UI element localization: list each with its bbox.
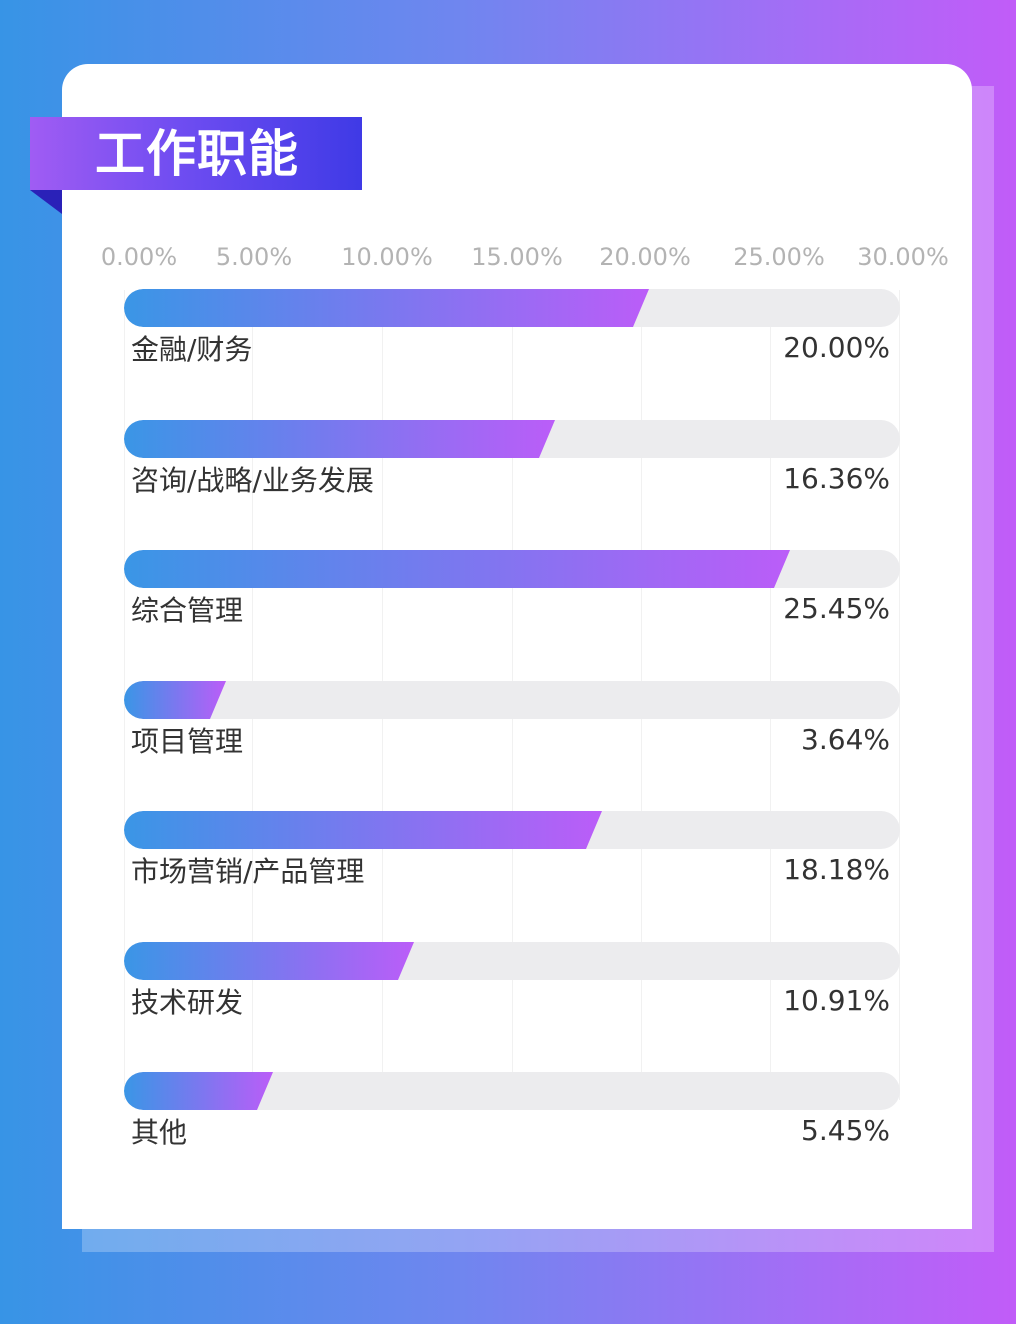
category-label: 其他: [131, 1116, 188, 1149]
value-label: 3.64%: [801, 723, 890, 756]
chart-title: 工作职能: [95, 125, 299, 183]
category-label: 技术研发: [131, 986, 244, 1019]
bar-track: [124, 289, 900, 327]
x-tick-label: 15.00%: [471, 243, 563, 271]
bar-track: [124, 550, 900, 588]
x-tick-label: 5.00%: [215, 243, 293, 271]
category-label: 市场营销/产品管理: [131, 855, 365, 888]
x-tick-label: 0.00%: [100, 243, 178, 271]
value-label: 16.36%: [783, 462, 890, 495]
bar-track: [124, 420, 900, 458]
title-banner-fold: [30, 190, 62, 214]
bar-track: [124, 811, 900, 849]
bar: [124, 289, 649, 327]
bar-track: [124, 942, 900, 980]
x-tick-label: 20.00%: [599, 243, 691, 271]
value-label: 25.45%: [783, 592, 890, 625]
bar: [124, 550, 790, 588]
x-tick-label: 25.00%: [733, 243, 825, 271]
x-tick-label: 10.00%: [341, 243, 433, 271]
category-label: 金融/财务: [131, 333, 253, 366]
title-banner: [30, 117, 362, 190]
category-label: 综合管理: [131, 594, 244, 627]
bar-track: [124, 1072, 900, 1110]
value-label: 18.18%: [783, 853, 890, 886]
category-label: 项目管理: [131, 725, 244, 758]
bar: [124, 420, 555, 458]
x-tick-label: 30.00%: [857, 243, 949, 271]
bar: [124, 942, 414, 980]
category-label: 咨询/战略/业务发展: [131, 464, 374, 497]
bar: [124, 811, 602, 849]
chart-card: [62, 64, 972, 1229]
bar: [124, 681, 226, 719]
value-label: 5.45%: [801, 1114, 890, 1147]
bar: [124, 1072, 273, 1110]
value-label: 20.00%: [783, 331, 890, 364]
bar-track: [124, 681, 900, 719]
value-label: 10.91%: [783, 984, 890, 1017]
